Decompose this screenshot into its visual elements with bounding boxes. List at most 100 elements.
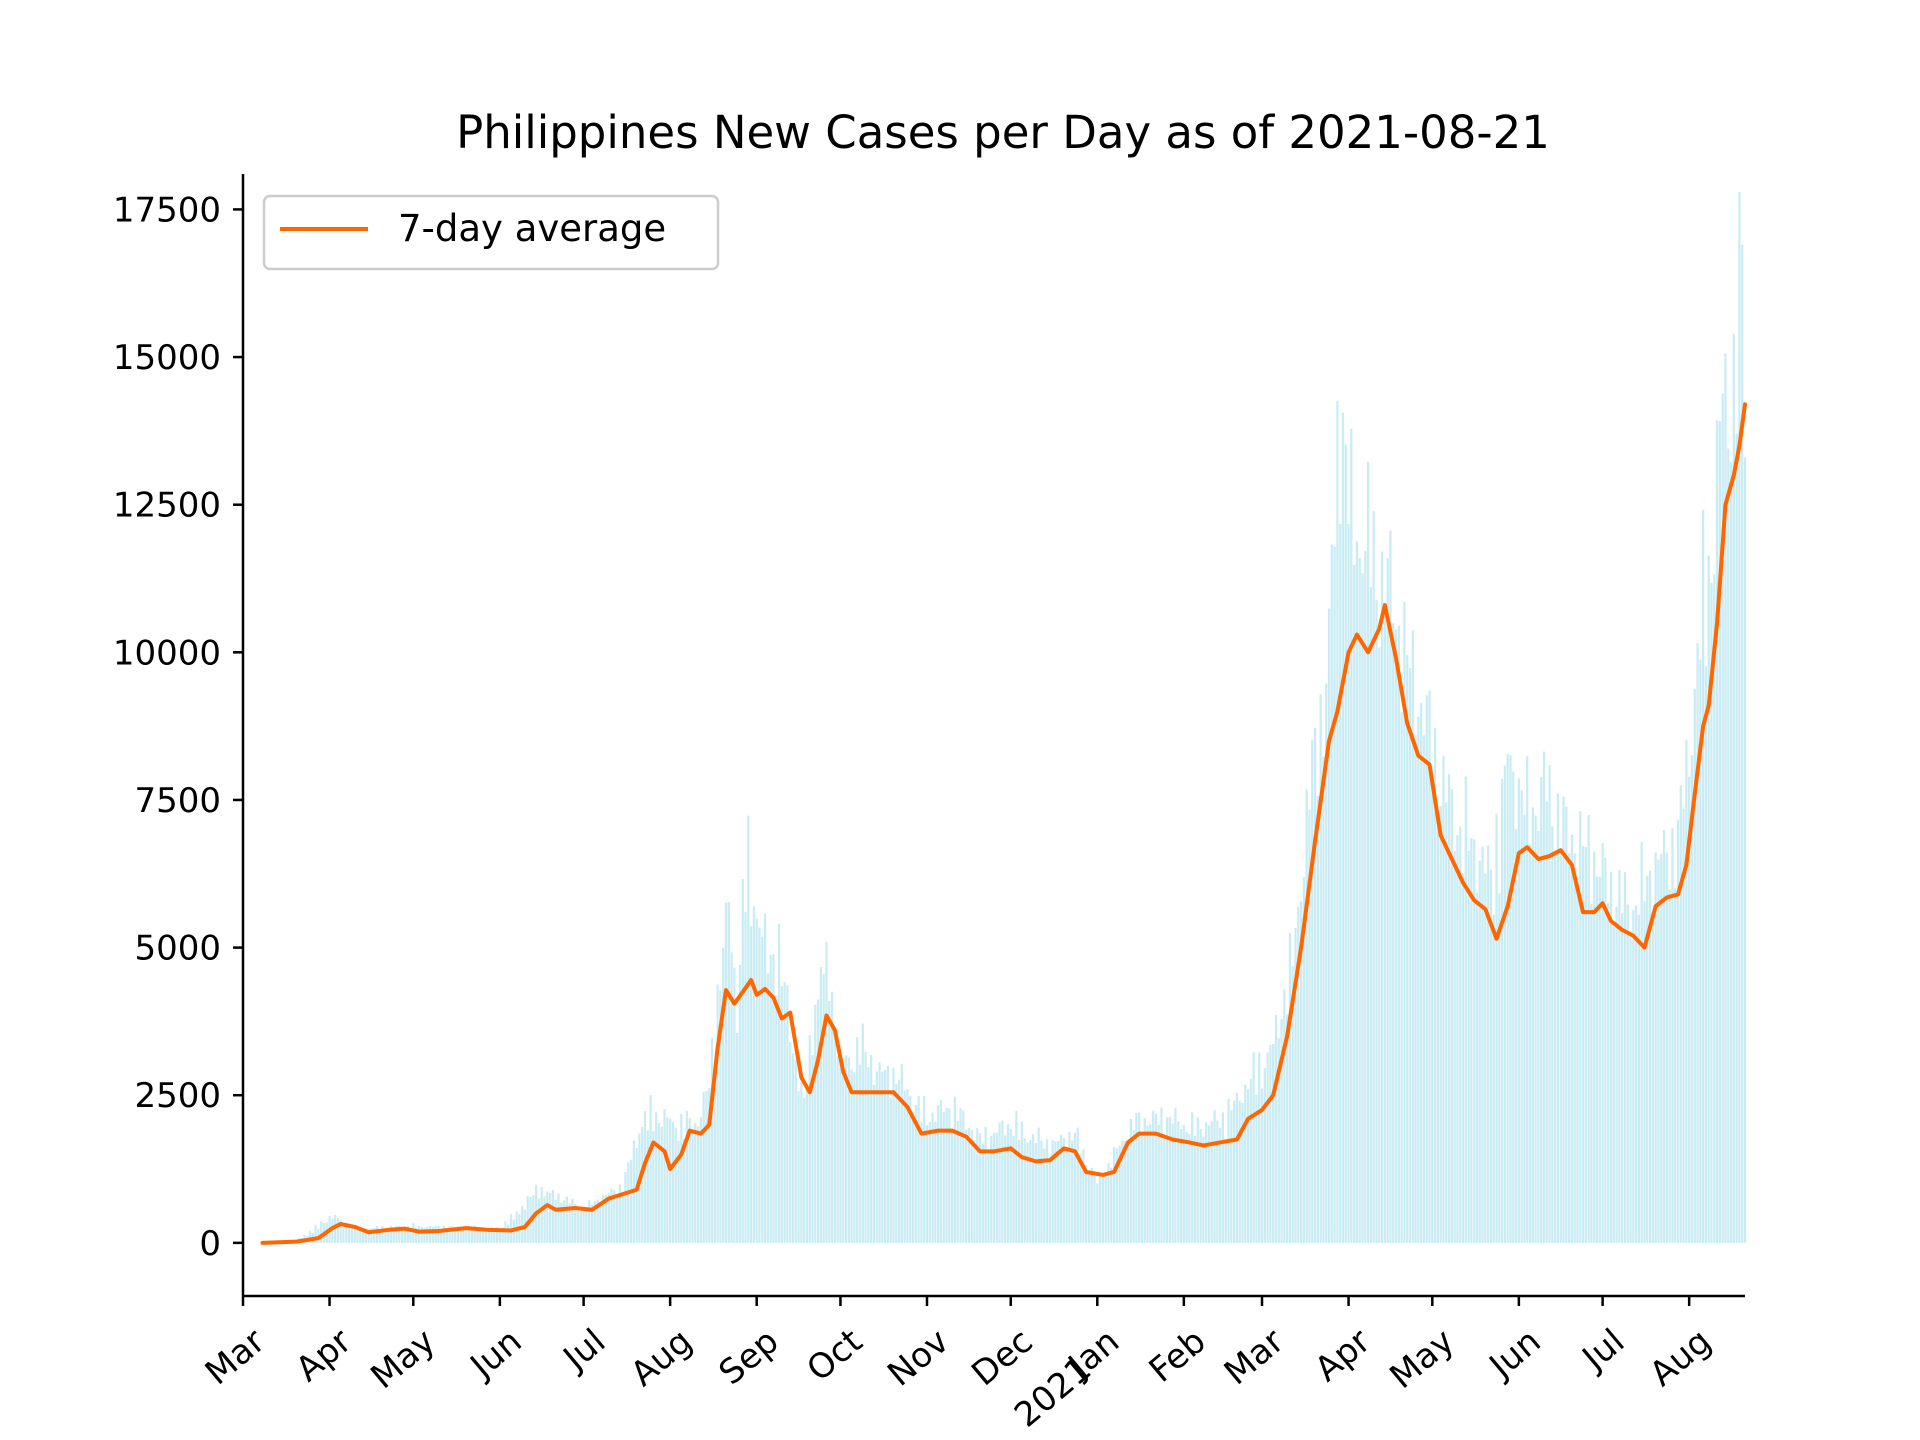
daily-bar [1288, 932, 1292, 1243]
daily-bar [1291, 966, 1294, 1243]
daily-bar [1704, 666, 1708, 1243]
daily-bar [897, 1079, 901, 1243]
daily-bar [666, 1117, 669, 1243]
daily-bar [914, 1104, 917, 1243]
daily-bar [1311, 739, 1314, 1243]
daily-bar [414, 1227, 418, 1243]
daily-bar [1741, 244, 1744, 1243]
x-tick-label: Aug [1642, 1321, 1719, 1394]
daily-bar [1054, 1141, 1057, 1243]
daily-bar [1344, 444, 1347, 1243]
daily-bar [1191, 1112, 1194, 1243]
daily-bar [1163, 1135, 1166, 1243]
daily-bar [817, 999, 820, 1243]
daily-bar [1450, 789, 1453, 1243]
daily-bar [881, 1071, 884, 1243]
daily-bar [892, 1068, 895, 1243]
daily-bar [1062, 1138, 1065, 1243]
daily-bar [1556, 793, 1560, 1243]
daily-bar [1269, 1044, 1272, 1243]
daily-bar [682, 1138, 686, 1243]
daily-bar [1068, 1131, 1071, 1243]
daily-bar [1685, 739, 1688, 1243]
daily-bar [568, 1203, 571, 1243]
daily-bar [1414, 735, 1417, 1243]
daily-bar [1350, 428, 1353, 1243]
daily-bar [959, 1108, 962, 1243]
daily-bar [951, 1128, 954, 1243]
daily-bar [736, 1032, 739, 1243]
daily-bar [1140, 1131, 1144, 1243]
daily-bar [1417, 716, 1420, 1243]
daily-bar [1305, 789, 1308, 1243]
daily-bar [741, 879, 744, 1243]
daily-bars-series [264, 191, 1747, 1243]
daily-bar [1718, 420, 1721, 1243]
daily-bar [1012, 1135, 1015, 1243]
daily-bar [1207, 1125, 1211, 1243]
daily-bar [987, 1151, 990, 1243]
daily-bar [585, 1207, 588, 1243]
daily-bar [1355, 541, 1359, 1243]
daily-bar [1500, 778, 1504, 1243]
daily-bar [861, 1023, 864, 1243]
daily-bar [649, 1095, 652, 1243]
daily-bar [872, 1084, 876, 1243]
daily-bar [373, 1228, 376, 1243]
daily-bar [730, 952, 733, 1243]
daily-bar [822, 973, 825, 1243]
daily-bar [1735, 433, 1738, 1243]
daily-bar [339, 1220, 342, 1243]
daily-bar [1688, 776, 1691, 1243]
daily-bar [627, 1162, 630, 1243]
daily-bar [1280, 1019, 1283, 1243]
daily-bar [1629, 931, 1632, 1243]
daily-bar [1112, 1146, 1116, 1243]
daily-bar [1495, 813, 1498, 1243]
daily-bar [629, 1159, 633, 1243]
daily-bar [1657, 859, 1660, 1243]
daily-bar [967, 1127, 970, 1243]
daily-bar [1439, 806, 1442, 1243]
daily-bar [1196, 1117, 1199, 1243]
daily-bar [1420, 702, 1423, 1243]
daily-bar [1126, 1143, 1130, 1243]
daily-bar [719, 990, 722, 1243]
daily-bar [1428, 690, 1431, 1243]
daily-bar [680, 1113, 683, 1243]
daily-bar [593, 1201, 596, 1243]
daily-bar [889, 1097, 892, 1243]
daily-bar [607, 1193, 610, 1243]
daily-bar [448, 1226, 451, 1243]
daily-bar [384, 1228, 387, 1243]
daily-bar [1263, 1068, 1266, 1243]
daily-bar [990, 1135, 993, 1243]
daily-bar [1157, 1124, 1160, 1243]
daily-bar [984, 1126, 987, 1243]
daily-bar [1246, 1089, 1250, 1243]
daily-bar [688, 1118, 691, 1243]
daily-bar [548, 1192, 552, 1243]
daily-bar [964, 1129, 968, 1243]
daily-bar [1640, 841, 1643, 1243]
daily-bar [828, 1000, 831, 1243]
daily-bar [685, 1110, 689, 1243]
daily-bar [856, 1037, 859, 1243]
y-axis-ticks: 0 2500 5000 7500 10000 12500 15000 17500 [113, 190, 243, 1264]
daily-bar [1668, 889, 1671, 1243]
daily-bar [1325, 683, 1328, 1243]
daily-bar [1456, 835, 1459, 1243]
daily-bar [1403, 601, 1406, 1243]
daily-bar [733, 967, 736, 1243]
daily-bar [1283, 989, 1286, 1243]
daily-bar [1249, 1078, 1252, 1243]
daily-bar [783, 981, 786, 1243]
daily-bar [336, 1218, 340, 1243]
daily-bar [641, 1127, 644, 1243]
daily-bar [973, 1140, 976, 1243]
daily-bar [1609, 871, 1613, 1243]
daily-bar [367, 1228, 370, 1243]
daily-bar [808, 1035, 811, 1243]
daily-bar [582, 1209, 585, 1243]
daily-bar [381, 1226, 384, 1243]
